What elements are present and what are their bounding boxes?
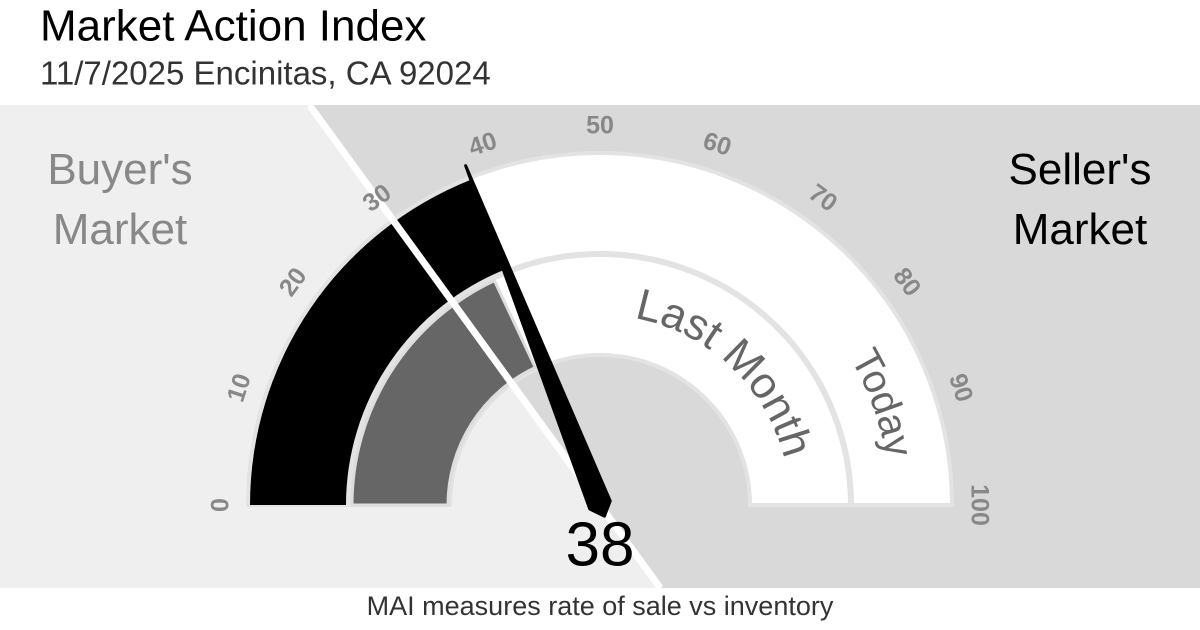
today-bar (250, 179, 507, 505)
buyer-zone-label: Buyer's Market (47, 145, 193, 254)
subtitle: 11/7/2025 Encinitas, CA 92024 (40, 55, 491, 92)
tick-label: 100 (965, 484, 993, 526)
tick-label: 0 (207, 498, 235, 512)
threshold-line (384, 210, 521, 394)
last-bar (350, 278, 538, 507)
value-label: 38 (566, 510, 635, 579)
tick-label: 50 (586, 112, 614, 140)
needle (464, 164, 612, 518)
title: Market Action Index (40, 2, 426, 51)
seller-zone-label: Seller's Market (1008, 145, 1152, 254)
footnote: MAI measures rate of sale vs inventory (367, 591, 834, 621)
